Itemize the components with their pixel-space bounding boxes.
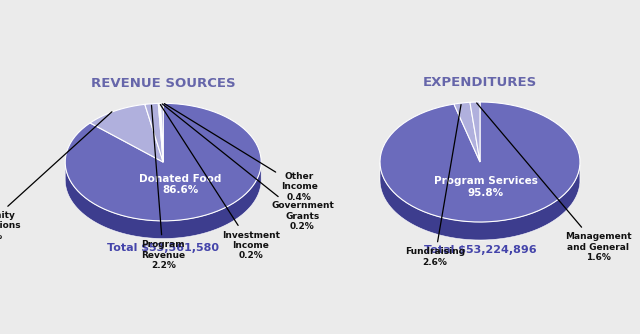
Polygon shape	[380, 120, 580, 240]
Text: Investment
Income
0.2%: Investment Income 0.2%	[160, 105, 280, 260]
Polygon shape	[161, 103, 163, 162]
Polygon shape	[380, 102, 580, 222]
Text: Program
Revenue
2.2%: Program Revenue 2.2%	[141, 105, 185, 270]
Text: Community
Contributions
10.4%: Community Contributions 10.4%	[0, 112, 112, 241]
Polygon shape	[454, 120, 480, 180]
Polygon shape	[65, 121, 261, 238]
Polygon shape	[90, 104, 163, 162]
Polygon shape	[380, 163, 580, 240]
Text: Fundraising
2.6%: Fundraising 2.6%	[405, 105, 465, 267]
Polygon shape	[65, 162, 261, 238]
Text: Program Services
95.8%: Program Services 95.8%	[433, 176, 538, 198]
Polygon shape	[158, 121, 163, 180]
Polygon shape	[470, 102, 480, 162]
Polygon shape	[159, 103, 163, 162]
Polygon shape	[145, 104, 163, 162]
Polygon shape	[158, 103, 163, 162]
Polygon shape	[454, 102, 480, 162]
Text: EXPENDITURES: EXPENDITURES	[423, 75, 537, 89]
Text: Management
and General
1.6%: Management and General 1.6%	[477, 103, 632, 262]
Polygon shape	[145, 121, 163, 180]
Polygon shape	[65, 103, 261, 221]
Polygon shape	[470, 120, 480, 180]
Text: Other
Income
0.4%: Other Income 0.4%	[164, 104, 317, 201]
Text: Total $53,561,580: Total $53,561,580	[108, 243, 219, 254]
Text: Government
Grants
0.2%: Government Grants 0.2%	[162, 104, 334, 231]
Text: Total $53,224,896: Total $53,224,896	[424, 245, 536, 255]
Polygon shape	[90, 122, 163, 180]
Text: Donated Food
86.6%: Donated Food 86.6%	[139, 174, 221, 195]
Polygon shape	[161, 121, 163, 180]
Polygon shape	[159, 121, 163, 180]
Text: REVENUE SOURCES: REVENUE SOURCES	[91, 77, 236, 90]
